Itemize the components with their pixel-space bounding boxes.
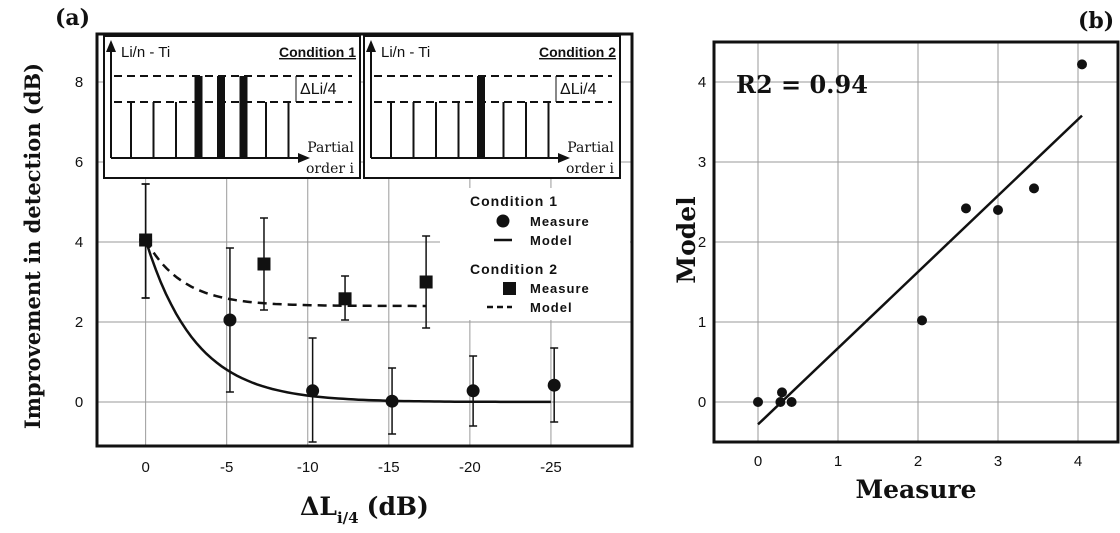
inset-x-axis-label-line2: order i <box>566 161 615 177</box>
inset-title: Condition 2 <box>539 44 616 60</box>
regression-line <box>757 114 1083 426</box>
inset-condition-1: Li/n - Ti Condition 1 ΔLi/4 Partial order i <box>103 35 361 179</box>
condition-1-measure-point <box>223 313 237 327</box>
panel-b-grid <box>714 42 1118 442</box>
inset-frame <box>103 35 361 179</box>
data-point <box>1077 59 1087 70</box>
y-tick-label: 0 <box>698 394 706 411</box>
legend-background <box>440 188 630 320</box>
inset-y-arrow <box>366 40 376 52</box>
condition-2-measure-point <box>338 292 352 306</box>
data-point <box>786 397 797 407</box>
condition-2-model-curve <box>144 239 427 308</box>
legend-circle-marker <box>496 214 510 228</box>
x-axis-title-unit: (dB) <box>367 492 429 521</box>
inset-title: Condition 1 <box>279 44 356 60</box>
x-tick-label: -20 <box>459 459 481 476</box>
y-tick-label: 8 <box>75 74 83 91</box>
y-tick-label: 2 <box>698 234 706 251</box>
inset-x-axis-label-line1: Partial <box>567 140 614 156</box>
condition-1-measure-point <box>385 394 399 408</box>
x-tick-label: 0 <box>754 453 762 470</box>
x-tick-label: 2 <box>914 453 922 470</box>
panel-b-label: (b) <box>1078 8 1114 34</box>
data-point <box>1029 183 1039 194</box>
legend-condition-2-title: Condition 2 <box>470 261 558 277</box>
panel-a-legend: Condition 1 Measure Model Condition 2 Measur… <box>440 188 630 320</box>
x-tick-label: -15 <box>378 459 400 476</box>
panel-b-y-axis-title: Model <box>672 196 701 283</box>
data-point <box>917 315 927 326</box>
inset-y-axis-label: Li/n - Ti <box>121 44 170 61</box>
y-tick-label: 2 <box>75 314 83 331</box>
x-tick-label: 3 <box>994 453 1002 470</box>
inset-condition-2: Li/n - Ti Condition 2 ΔLi/4 Partial order i <box>363 35 621 179</box>
legend-condition-1-title: Condition 1 <box>470 193 558 209</box>
legend-model-label: Model <box>530 233 573 248</box>
legend-square-marker <box>503 282 516 295</box>
inset-y-arrow <box>106 40 116 52</box>
panel-a-y-axis-title: Improvement in detection (dB) <box>20 63 45 429</box>
condition-1-measure-point <box>466 384 480 398</box>
legend-measure-label: Measure <box>530 281 590 296</box>
condition-2-measure-point <box>139 233 153 247</box>
condition-1-model-curve <box>144 239 551 404</box>
data-point <box>775 397 786 407</box>
panel-b-x-axis-title: Measure <box>855 475 976 504</box>
condition-1-measure-point <box>306 384 320 398</box>
inset-x-axis-label-line1: Partial <box>307 140 354 156</box>
y-tick-label: 0 <box>75 394 83 411</box>
data-point <box>777 387 787 398</box>
inset-x-arrow <box>298 153 310 163</box>
data-point <box>993 205 1003 215</box>
y-tick-label: 6 <box>75 154 83 171</box>
x-tick-label: -5 <box>220 459 233 476</box>
r-squared-annotation: R2 = 0.94 <box>736 70 868 99</box>
inset-y-axis-label: Li/n - Ti <box>381 44 430 61</box>
inset-partial-highlighted <box>239 76 248 158</box>
inset-x-axis-label-line2: order i <box>306 161 355 177</box>
inset-frame <box>363 35 621 179</box>
condition-2-measure-point <box>257 257 271 271</box>
data-point <box>753 397 763 407</box>
panel-b-frame <box>712 40 1120 444</box>
panel-a-label: (a) <box>55 5 90 31</box>
panel-a-plot <box>139 183 561 443</box>
y-tick-label: 4 <box>698 74 706 91</box>
x-tick-label: 0 <box>141 459 149 476</box>
condition-2-measure-point <box>419 275 433 289</box>
x-tick-label: -10 <box>297 459 319 476</box>
panel-a-tick-labels: 0 -5 -10 -15 -20 -25 0 2 4 6 8 <box>75 74 562 476</box>
data-point <box>961 203 971 214</box>
panel-a-frame <box>95 32 634 448</box>
inset-x-arrow <box>558 153 570 163</box>
x-axis-title-main: ΔL <box>300 492 337 521</box>
y-tick-label: 3 <box>698 154 706 171</box>
panel-a-x-axis-title: ΔLi/4 (dB) <box>300 492 429 527</box>
inset-delta-label: ΔLi/4 <box>560 81 597 98</box>
x-axis-title-sub: i/4 <box>337 509 359 527</box>
x-tick-label: -25 <box>540 459 562 476</box>
legend-measure-label: Measure <box>530 214 590 229</box>
inset-partial-highlighted <box>477 76 485 158</box>
inset-partial-highlighted <box>217 76 225 158</box>
inset-delta-label: ΔLi/4 <box>300 81 337 98</box>
y-tick-label: 4 <box>75 234 83 251</box>
condition-1-measure-point <box>547 378 561 392</box>
x-tick-label: 4 <box>1074 453 1082 470</box>
panel-b-plot <box>753 59 1087 426</box>
y-tick-label: 1 <box>698 314 706 331</box>
inset-partial-highlighted <box>194 76 203 158</box>
legend-model-label: Model <box>530 300 573 315</box>
panel-b-tick-labels: 0 1 2 3 4 0 1 2 3 4 <box>698 74 1082 470</box>
x-tick-label: 1 <box>834 453 842 470</box>
